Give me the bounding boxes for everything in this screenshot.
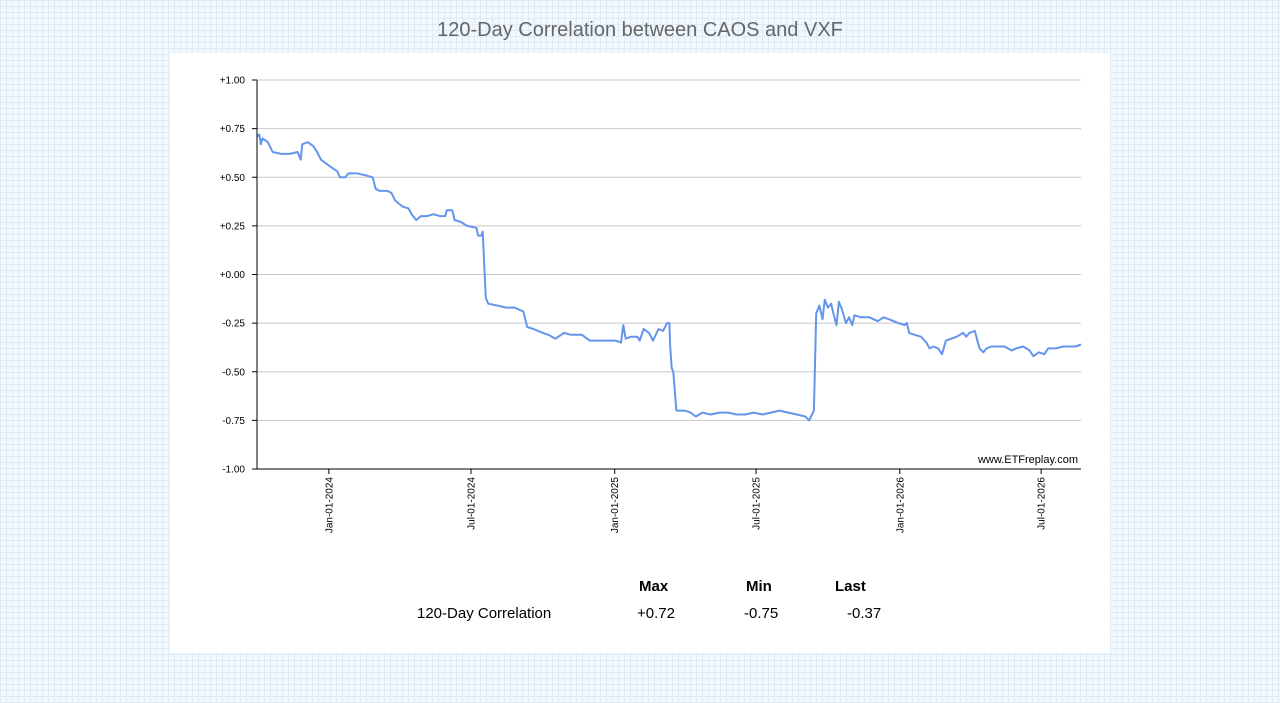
y-tick-label: -0.50 <box>222 367 245 378</box>
x-tick-label: Jul-01-2025 <box>752 477 763 530</box>
grid-lines <box>257 79 1081 470</box>
y-tick-label: -0.25 <box>222 319 245 330</box>
y-tick-label: -1.00 <box>222 465 245 476</box>
x-tick-label: Jan-01-2024 <box>324 477 335 534</box>
watermark-text: www.ETFreplay.com <box>977 454 1078 466</box>
chart-card: +1.00 +0.75 +0.50 +0.25 +0.00 -0.25 -0.50 -0.75… <box>170 53 1110 653</box>
correlation-series-line <box>256 133 1082 422</box>
x-tick-label: Jan-01-2025 <box>610 477 621 534</box>
y-tick-label: +0.75 <box>220 124 246 135</box>
y-tick-label: +0.00 <box>220 270 246 281</box>
y-tick-label: +0.50 <box>220 173 246 184</box>
chart-title: 120-Day Correlation between CAOS and VXF <box>437 19 843 41</box>
y-axis-ticks: +1.00 +0.75 +0.50 +0.25 +0.00 -0.25 -0.50 -0.75… <box>220 76 257 476</box>
x-tick-label: Jul-01-2026 <box>1037 477 1048 530</box>
y-tick-label: -0.75 <box>222 416 245 427</box>
x-tick-label: Jan-01-2026 <box>895 477 906 534</box>
y-tick-label: +0.25 <box>220 221 246 232</box>
y-tick-label: +1.00 <box>220 76 246 87</box>
correlation-chart: +1.00 +0.75 +0.50 +0.25 +0.00 -0.25 -0.50 -0.75… <box>220 76 1082 534</box>
x-tick-label: Jul-01-2024 <box>467 477 478 530</box>
x-axis-ticks: Jan-01-2024 Jul-01-2024 Jan-01-2025 Jul-01-… <box>324 469 1048 534</box>
